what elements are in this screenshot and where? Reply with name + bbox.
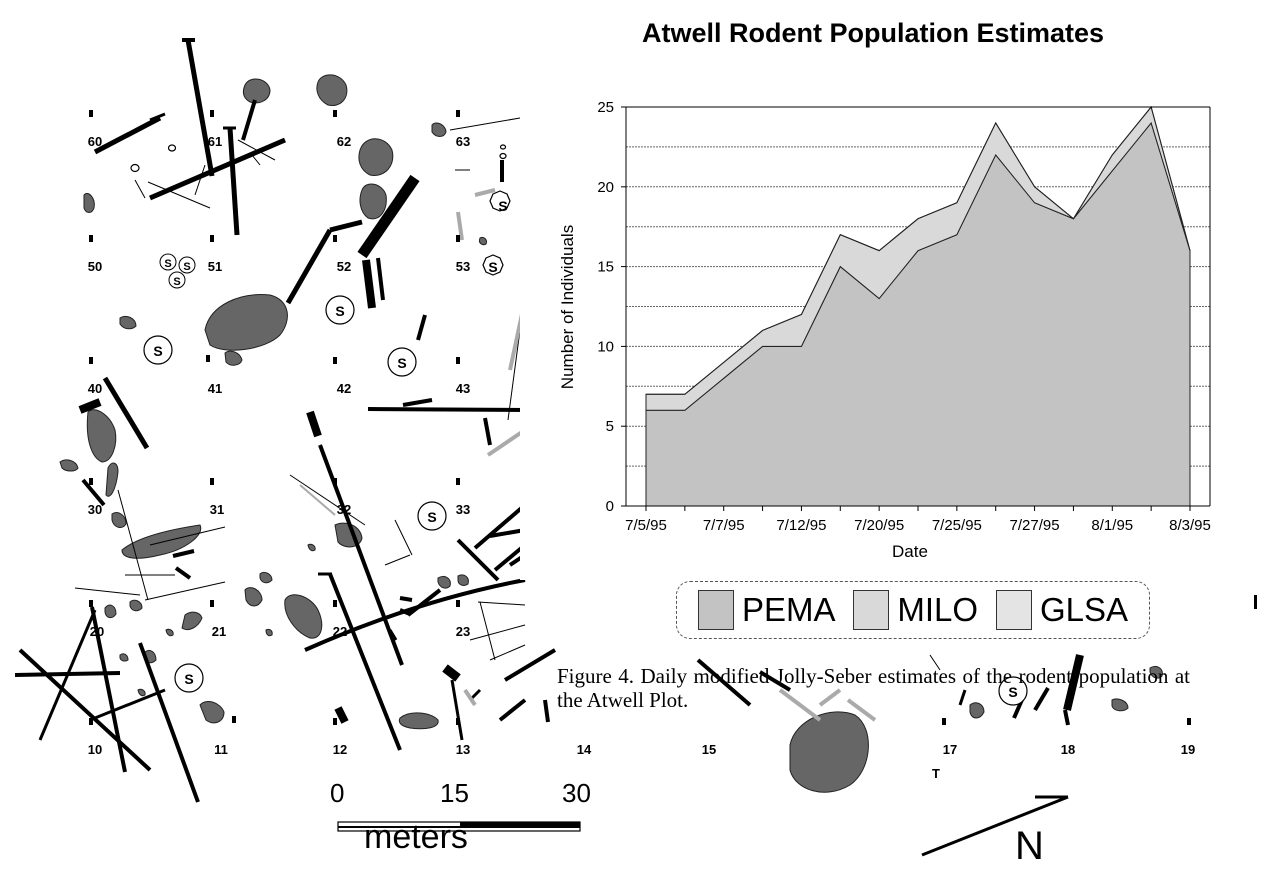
scale-bar [337,821,581,832]
x-tick-label: 8/3/95 [1169,517,1211,534]
shrub-marker-icon: S [325,295,355,325]
shrub-marker-icon: S [489,190,511,214]
stake-label: 43 [456,381,470,396]
scale-tick-label: 15 [440,778,469,808]
x-tick-label: 7/12/95 [776,517,826,534]
stake-label: 13 [456,742,470,757]
stake-label: 30 [88,502,102,517]
shrub-marker-label: S [164,258,171,270]
y-tick-label: 5 [606,418,614,435]
chart-legend: PEMA MILO GLSA [676,581,1150,639]
x-tick-label: 7/25/95 [932,517,982,534]
y-tick-label: 15 [597,259,614,276]
stake-label: 42 [337,381,351,396]
x-tick-label: 7/20/95 [854,517,904,534]
y-tick-label: 0 [606,498,614,515]
legend-swatch [697,590,734,630]
legend-item-pema: PEMA [697,590,836,630]
x-axis-label: Date [892,542,928,561]
shrub-marker-icon: S S S [159,253,196,289]
stake-label: 50 [88,259,102,274]
chart-areas [645,105,1191,507]
legend-item-glsa: GLSA [995,590,1129,630]
shrub-marker-icon: S [174,663,204,693]
stake-label: 31 [210,502,224,517]
legend-swatch [995,590,1032,630]
stake-label: 51 [208,259,222,274]
y-tick-label: 20 [597,179,614,196]
stake-label: 19 [1181,742,1195,757]
scale-unit: meters [364,818,468,856]
shrub-marker-label: S [183,261,190,273]
stake-label: 17 [943,742,957,757]
x-tick-label: 7/5/95 [625,517,667,534]
shrub-marker-label: S [153,343,162,359]
shrub-marker-label: S [335,303,344,319]
stake-label: 33 [456,502,470,517]
stake-label: 60 [88,134,102,149]
chart-title: Atwell Rodent Population Estimates [642,18,1104,48]
stake-label: 52 [337,259,351,274]
y-axis-label: Number of Individuals [558,225,577,389]
x-tick-label: 7/27/95 [1010,517,1060,534]
shrub-marker-label: S [498,198,507,214]
stake-label: 53 [456,259,470,274]
stake-label: 21 [212,624,226,639]
y-tick-label: 25 [597,99,614,116]
north-label: N [1015,824,1044,868]
shrub-marker-icon: S [387,347,417,377]
shrub-marker-label: S [397,355,406,371]
y-tick-label: 10 [597,338,614,355]
stake-label: 40 [88,381,102,396]
legend-label: MILO [897,591,979,628]
scale-tick-labels: 0 15 30 [322,778,612,818]
stake-marker: T [932,766,940,781]
legend-swatch [853,590,890,630]
shrub-marker-icon: S [143,335,173,365]
population-chart: Atwell Rodent Population Estimates 0 5 10 1… [520,0,1220,580]
y-axis-ticks: 0 5 10 15 20 25 [597,99,626,515]
x-tick-label: 7/7/95 [703,517,745,534]
shrub-marker-label: S [184,671,193,687]
stake-label: 18 [1061,742,1075,757]
chart-axes [625,106,1211,507]
legend-label: PEMA [741,591,836,628]
north-arrow-icon [921,795,1069,857]
stake-label: 14 [577,742,592,757]
shrub-marker-label: S [488,259,497,275]
legend-item-milo: MILO [853,590,978,630]
legend-label: GLSA [1039,591,1129,628]
scale-tick-label: 30 [562,778,591,808]
x-axis-ticks: 7/5/95 7/7/95 7/12/95 7/20/95 7/25/95 7/27/95… [625,506,1211,534]
scale-tick-label: 0 [330,778,345,808]
stake-label: 61 [208,134,222,149]
stake-label: 23 [456,624,470,639]
area-series-glsa [646,105,1191,395]
stake-label: 15 [702,742,716,757]
figure-caption: Figure 4. Daily modified Jolly-Seber est… [557,664,1190,712]
area-series-pema [645,121,1191,507]
shrub-marker-label: S [1008,684,1017,700]
stake-label: 41 [208,381,222,396]
stake-label: 62 [337,134,351,149]
stake-label: 20 [90,624,104,639]
stake-label: 22 [333,624,347,639]
x-tick-label: 8/1/95 [1091,517,1133,534]
stake-label: 63 [456,134,470,149]
shrub-marker-label: S [427,509,436,525]
stake-label: 32 [337,502,351,517]
stake-label: 11 [214,742,228,757]
shrub-marker-icon: S [482,254,504,276]
shrub-marker-icon: S [998,676,1028,706]
stake-label: 10 [88,742,102,757]
stake-label: 12 [333,742,347,757]
shrub-marker-icon: S [417,501,447,531]
shrub-marker-label: S [173,276,180,288]
